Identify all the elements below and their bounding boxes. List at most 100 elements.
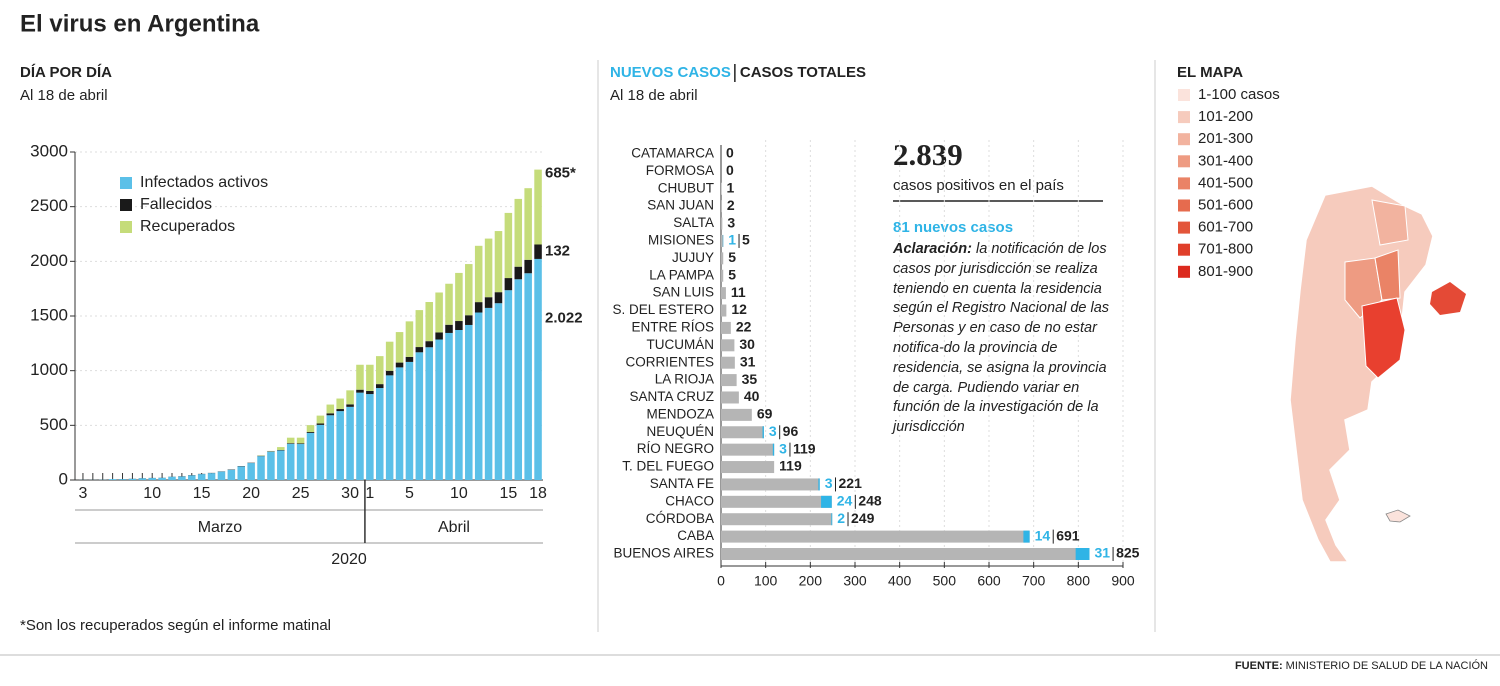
bar	[721, 321, 731, 334]
bar-segment	[504, 278, 513, 291]
y-tick-label: SAN JUAN	[647, 198, 714, 213]
bar-segment	[237, 466, 246, 480]
y-tick-label: CORRIENTES	[625, 354, 714, 369]
bar	[721, 304, 727, 317]
y-tick-label: RÍO NEGRO	[637, 441, 714, 456]
data-label: 14	[1035, 527, 1051, 543]
bar-segment	[326, 415, 335, 480]
bar-segment	[465, 315, 473, 325]
x-tick-label: 3	[78, 485, 87, 502]
bar-segment	[306, 425, 315, 433]
bar-segment	[247, 463, 255, 480]
bar-segment	[366, 394, 374, 480]
bar-new	[1023, 530, 1030, 543]
data-label: 2	[727, 197, 735, 213]
y-tick-label: CABA	[677, 528, 714, 543]
bar-segment	[356, 364, 364, 390]
bar-segment	[336, 409, 344, 412]
bar-segment	[336, 411, 344, 480]
bar-segment	[484, 297, 493, 308]
data-label: 1	[728, 232, 736, 248]
map	[1289, 185, 1466, 563]
x-group-label: Abril	[438, 519, 470, 536]
data-label: 3	[769, 423, 777, 439]
bar-segment	[296, 437, 305, 444]
province	[1371, 199, 1409, 246]
data-label: 5	[728, 249, 736, 265]
x-tick-label: 0	[717, 573, 725, 589]
bar-segment	[118, 479, 127, 480]
bar-segment	[415, 352, 424, 480]
data-label: 2.022	[545, 310, 583, 327]
y-tick-label: S. DEL ESTERO	[612, 302, 714, 317]
y-tick-label: BUENOS AIRES	[613, 546, 714, 561]
bar	[721, 443, 775, 456]
bar-segment	[366, 391, 374, 395]
bar	[721, 252, 724, 265]
legend-label: CASOS TOTALES	[740, 64, 866, 81]
chart-subtitle: Al 18 de abril	[610, 87, 698, 104]
bar-segment	[524, 259, 532, 274]
bar-segment	[534, 258, 542, 480]
page-title: El virus en Argentina	[20, 10, 260, 37]
bar	[721, 339, 735, 352]
x-tick-label: 300	[843, 573, 867, 589]
legend-swatch	[1178, 133, 1190, 146]
bar-new	[772, 443, 775, 456]
legend-swatch	[1178, 111, 1190, 124]
bar-segment	[217, 471, 226, 480]
y-tick-label: 500	[40, 415, 68, 434]
y-tick-label: CHUBUT	[658, 180, 714, 195]
bar-segment	[395, 362, 404, 368]
data-label: 11	[731, 284, 746, 300]
bar	[721, 374, 737, 387]
bar-segment	[316, 424, 325, 480]
x-group-label: 2020	[331, 551, 367, 568]
bar-segment	[465, 264, 473, 316]
bar-segment	[534, 169, 542, 245]
bar-segment	[405, 361, 414, 480]
bar-segment	[286, 443, 295, 480]
source-text: MINISTERIO DE SALUD DE LA NACIÓN	[1283, 659, 1488, 672]
data-label: 691	[1056, 527, 1080, 543]
x-group-label: Marzo	[198, 519, 243, 536]
new-cases: 81 nuevos casos	[893, 219, 1013, 236]
x-tick-label: 900	[1111, 573, 1135, 589]
bar-segment	[366, 364, 374, 392]
data-label: 0	[726, 162, 734, 178]
bar-segment	[435, 332, 443, 340]
bar-segment	[395, 367, 404, 480]
x-tick-label: 15	[499, 485, 517, 502]
bar-segment	[227, 469, 236, 480]
y-tick-label: MENDOZA	[647, 406, 715, 421]
bar-segment	[465, 324, 473, 480]
chart-title: NUEVOS CASOS CASOS TOTALES	[610, 64, 866, 81]
bar	[721, 234, 724, 247]
legend-label: 801-900	[1198, 263, 1253, 280]
province	[1374, 249, 1401, 301]
bar-segment	[375, 384, 384, 389]
bar-segment	[207, 473, 216, 480]
x-tick-label: 600	[977, 573, 1001, 589]
y-tick-label: 2000	[30, 251, 68, 270]
bar-segment	[356, 392, 364, 480]
legend-swatch	[1178, 155, 1190, 168]
x-tick-label: 25	[292, 485, 310, 502]
legend-swatch	[1178, 89, 1190, 101]
y-tick-label: LA PAMPA	[649, 267, 714, 282]
bar	[721, 426, 764, 439]
y-tick-label: T. DEL FUEGO	[622, 459, 714, 474]
y-tick-label: CHACO	[665, 493, 714, 508]
bar-segment	[346, 404, 354, 407]
bar-segment	[257, 456, 265, 480]
bar-segment	[474, 312, 483, 480]
y-tick-label: SANTA FE	[650, 476, 714, 491]
data-label: 69	[757, 406, 773, 422]
data-label: 685*	[545, 164, 576, 181]
legend-swatch	[1178, 177, 1190, 190]
bar	[721, 478, 820, 491]
bar-segment	[306, 432, 315, 433]
data-label: 825	[1116, 545, 1140, 561]
y-tick-label: 2500	[30, 196, 68, 215]
bar-segment	[484, 307, 493, 480]
